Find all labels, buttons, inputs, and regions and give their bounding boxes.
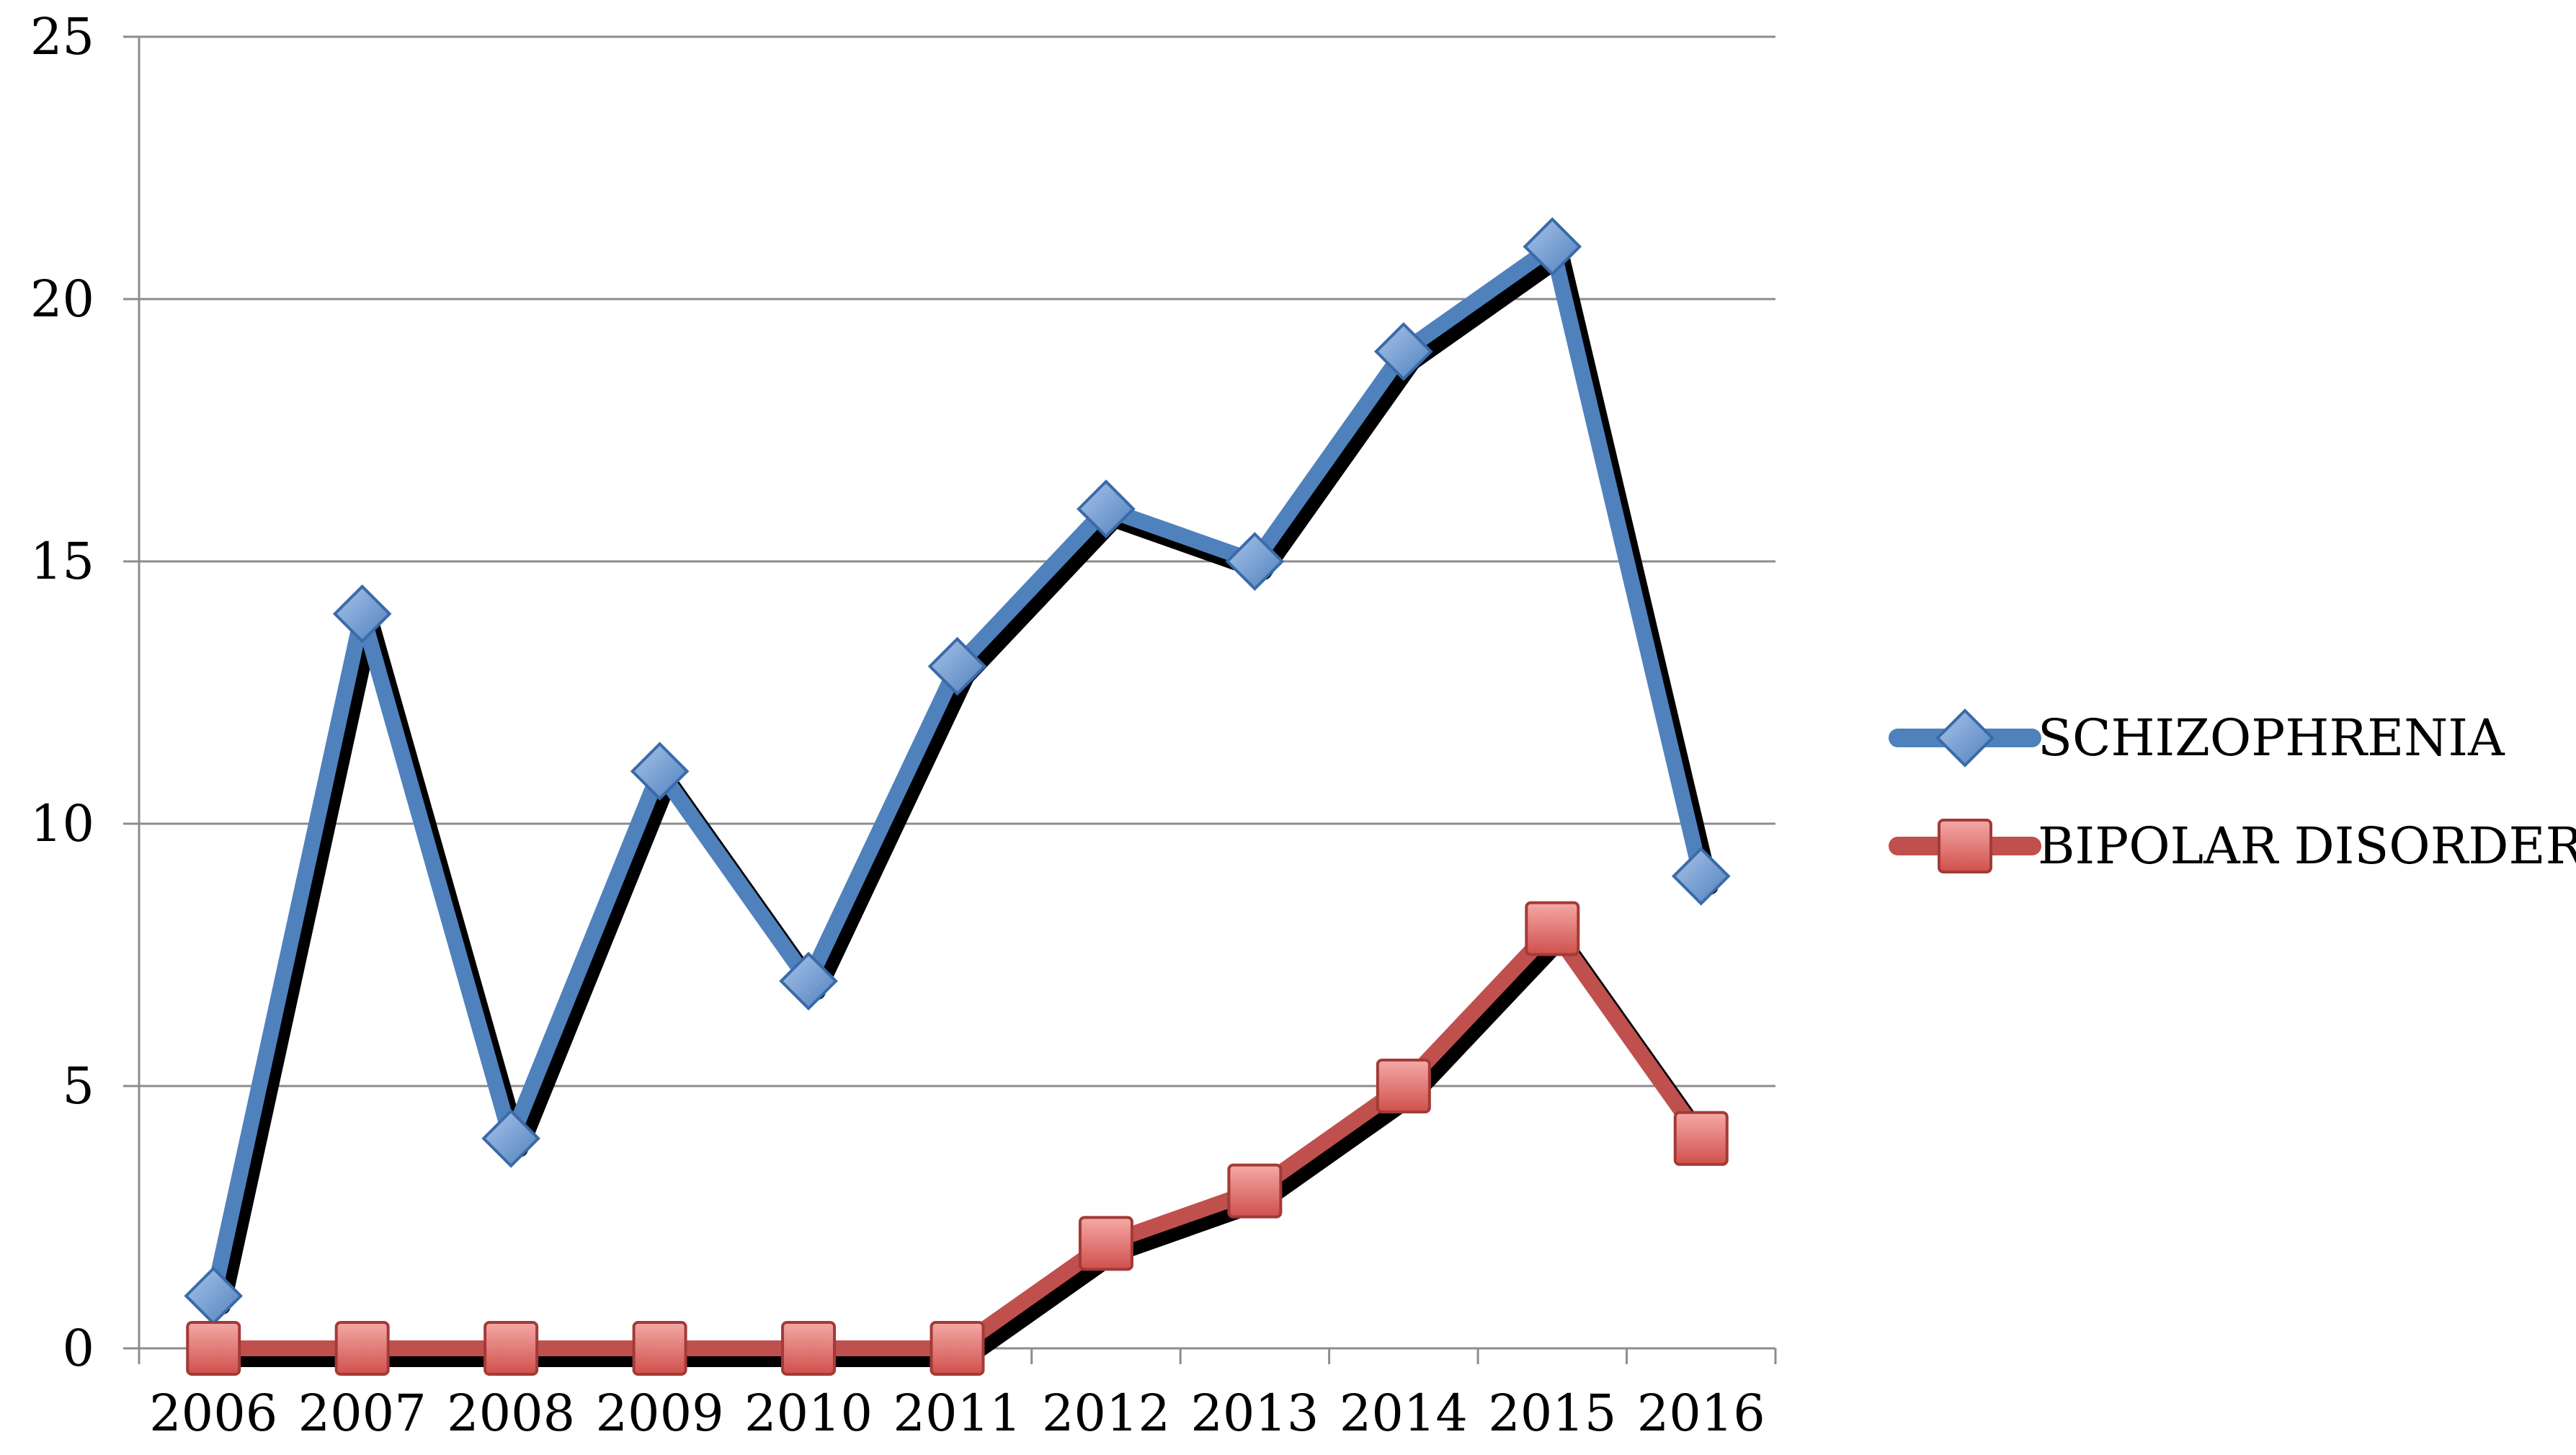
- data-point-marker: [1374, 321, 1433, 381]
- x-tick-label: 2007: [298, 1384, 427, 1443]
- data-point-marker: [186, 1321, 241, 1376]
- x-tick-label: 2012: [1042, 1384, 1170, 1443]
- y-tick-label: 15: [30, 532, 94, 591]
- x-tick-label: 2015: [1488, 1384, 1616, 1443]
- x-tick-label: 2008: [447, 1384, 575, 1443]
- legend-item: BIPOLAR DISORDER: [1889, 817, 2576, 876]
- legend: SCHIZOPHRENIA BIPOLAR DISORDER: [1889, 708, 2576, 876]
- data-point-marker: [1935, 708, 1995, 767]
- series-line: [205, 239, 1709, 1304]
- data-point-marker: [1671, 846, 1731, 906]
- legend-item: SCHIZOPHRENIA: [1889, 708, 2505, 767]
- x-tick-label: 2009: [596, 1384, 724, 1443]
- y-tick-label: 25: [30, 7, 94, 66]
- legend-label: SCHIZOPHRENIA: [2038, 708, 2505, 767]
- y-tick-label: 10: [30, 794, 94, 853]
- data-point-marker: [930, 1321, 985, 1376]
- x-tick-label: 2013: [1190, 1384, 1319, 1443]
- y-tick-label: 0: [62, 1319, 94, 1378]
- data-point-marker: [779, 951, 838, 1011]
- data-point-marker: [1523, 217, 1582, 277]
- series-line-shadow: [213, 248, 1719, 1315]
- data-point-marker: [1938, 819, 1992, 873]
- data-point-marker: [1077, 479, 1136, 539]
- series-bipolar-disorder: [186, 901, 1729, 1376]
- y-tick-label: 20: [30, 270, 94, 329]
- data-point-marker: [927, 636, 987, 696]
- data-point-marker: [630, 742, 690, 801]
- data-point-marker: [334, 1321, 390, 1376]
- x-tick-label: 2016: [1637, 1384, 1765, 1443]
- axes: 0 5 10 15 20 25 2006 2007 2008 2009 2010 2011 2012 20…: [30, 7, 1777, 1443]
- data-point-marker: [1673, 1111, 1729, 1166]
- data-point-marker: [483, 1321, 539, 1376]
- series-schizophrenia: [184, 217, 1731, 1326]
- data-point-marker: [1227, 1163, 1283, 1219]
- x-tick-label: 2006: [149, 1384, 277, 1443]
- x-tick-label: 2014: [1340, 1384, 1468, 1443]
- x-tick-label: 2011: [893, 1384, 1021, 1443]
- data-point-marker: [481, 1108, 540, 1168]
- data-point-marker: [1376, 1059, 1431, 1113]
- y-tick-label: 5: [62, 1056, 94, 1116]
- data-point-marker: [1225, 532, 1285, 591]
- data-point-marker: [1078, 1216, 1133, 1271]
- x-tick-label: 2010: [744, 1384, 873, 1443]
- data-point-marker: [632, 1321, 687, 1376]
- series-line: [205, 920, 1709, 1356]
- data-point-marker: [1525, 901, 1580, 956]
- legend-label: BIPOLAR DISORDER: [2038, 817, 2576, 876]
- data-point-marker: [332, 584, 392, 644]
- series-layer: [184, 217, 1731, 1376]
- data-point-marker: [781, 1321, 837, 1376]
